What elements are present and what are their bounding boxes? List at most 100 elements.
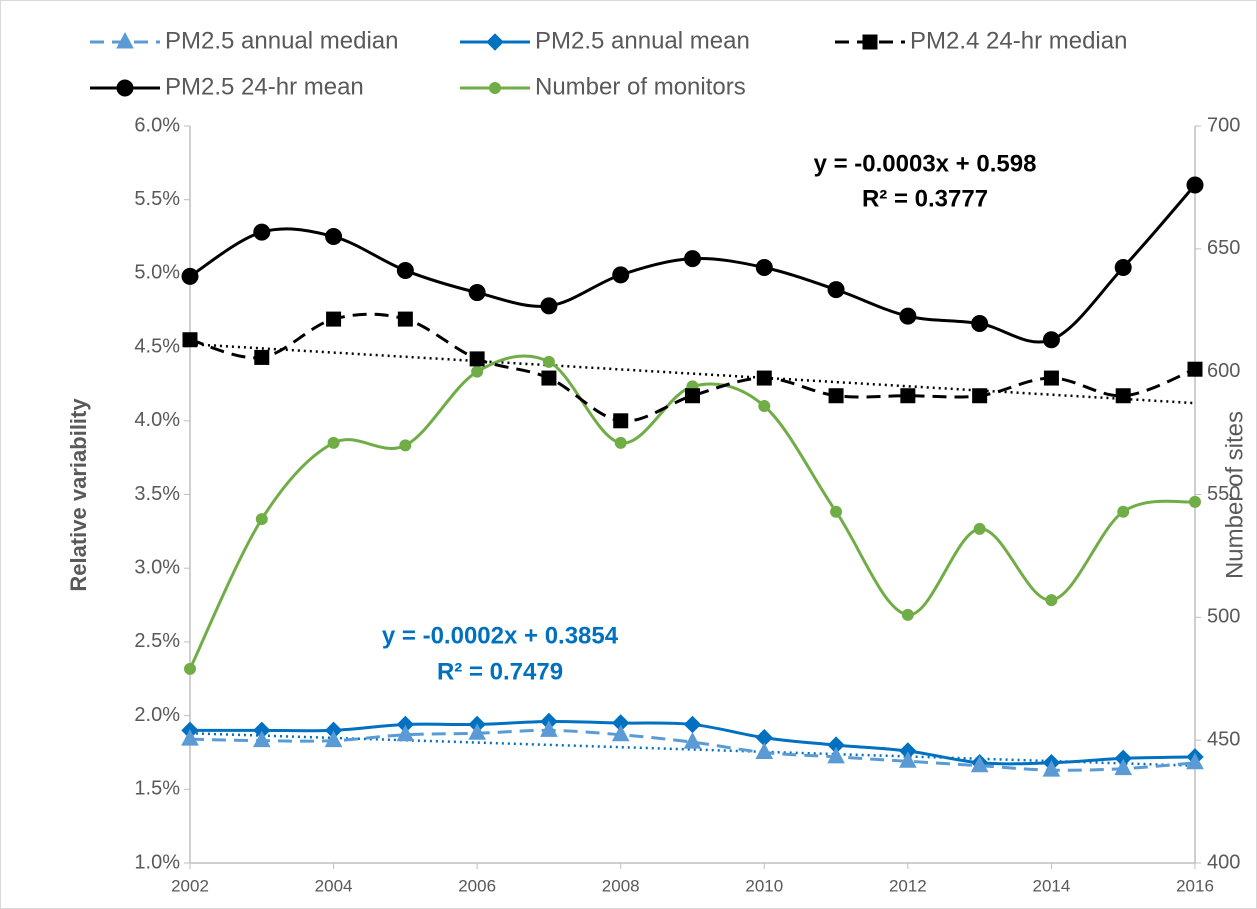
data-point — [1117, 505, 1130, 518]
series-line — [189, 312, 1196, 423]
legend-marker — [489, 82, 501, 94]
data-point — [541, 370, 557, 386]
y-tick-label: 5.5% — [134, 188, 180, 210]
x-tick-label: 2010 — [745, 876, 783, 895]
data-point — [540, 720, 558, 737]
y2-tick-label: 500 — [1207, 606, 1240, 628]
data-point — [325, 228, 343, 246]
data-point — [468, 723, 486, 740]
data-point — [827, 746, 845, 764]
data-point — [1043, 370, 1059, 386]
legend-marker — [116, 31, 134, 49]
data-point — [755, 742, 774, 759]
x-tick-label: 2004 — [315, 876, 353, 895]
data-point — [254, 349, 270, 365]
legend-label: PM2.5 annual median — [165, 27, 398, 54]
legend-label: PM2.5 24-hr mean — [165, 73, 364, 100]
x-tick-label: 2014 — [1033, 876, 1071, 895]
x-tick-label: 2008 — [602, 876, 640, 895]
trend-r-squared: R² = 0.7479 — [437, 658, 563, 685]
trend-equation: y = -0.0002x + 0.3854 — [382, 622, 619, 649]
legend-item: PM2.5 annual mean — [460, 27, 750, 54]
y-tick-label: 2.5% — [134, 630, 180, 652]
data-point — [253, 223, 271, 241]
data-point — [181, 267, 199, 285]
x-tick-label: 2016 — [1176, 876, 1214, 895]
data-point — [1186, 752, 1204, 770]
data-point — [830, 505, 843, 518]
data-point — [970, 755, 989, 773]
y-tick-label: 3.5% — [134, 483, 180, 505]
data-point — [326, 311, 342, 327]
data-point — [901, 608, 914, 621]
data-point — [971, 315, 989, 333]
data-point — [614, 436, 627, 449]
data-point — [756, 370, 772, 386]
y2-axis-label: Number of sites — [1221, 411, 1248, 579]
y-tick-label: 2.0% — [134, 704, 180, 726]
data-point — [1114, 758, 1133, 776]
data-point — [1189, 495, 1201, 508]
data-point — [755, 259, 773, 277]
data-point — [327, 436, 340, 449]
data-point — [184, 662, 196, 675]
data-point — [396, 724, 415, 742]
y2-tick-label: 400 — [1207, 851, 1240, 873]
y-tick-label: 3.0% — [134, 556, 180, 578]
data-point — [611, 724, 630, 742]
legend-marker — [486, 33, 504, 51]
legend-label: PM2.4 24-hr median — [910, 27, 1127, 54]
y-tick-label: 1.0% — [134, 851, 180, 873]
y-tick-label: 4.0% — [134, 409, 180, 431]
legend-item: PM2.5 24-hr mean — [90, 73, 364, 100]
series-line — [189, 728, 1196, 772]
data-point — [396, 261, 414, 279]
y-tick-label: 6.0% — [134, 114, 180, 136]
y2-tick-label: 600 — [1207, 360, 1240, 382]
data-point — [899, 307, 917, 325]
data-point — [182, 332, 198, 348]
data-point — [972, 388, 988, 404]
data-point — [1115, 388, 1131, 404]
data-point — [540, 297, 558, 315]
data-point — [399, 439, 412, 452]
x-tick-label: 2002 — [171, 876, 209, 895]
y-tick-label: 1.5% — [134, 778, 180, 800]
data-point — [252, 730, 271, 748]
legend-marker — [862, 34, 878, 50]
data-point — [1187, 361, 1203, 377]
data-point — [1114, 259, 1132, 277]
x-tick-label: 2012 — [889, 876, 927, 895]
trend-equation: y = -0.0003x + 0.598 — [814, 150, 1037, 177]
legend-item: Number of monitors — [460, 73, 746, 100]
data-point — [542, 355, 555, 368]
data-point — [973, 522, 986, 535]
y-tick-label: 5.0% — [134, 262, 180, 284]
data-point — [471, 365, 484, 378]
data-point — [1186, 176, 1204, 194]
data-point — [324, 730, 343, 748]
legend-marker — [116, 79, 134, 97]
data-point — [827, 281, 845, 299]
legend-item: PM2.4 24-hr median — [835, 27, 1127, 54]
data-point — [828, 388, 844, 404]
data-point — [255, 513, 268, 526]
data-point — [683, 732, 702, 749]
data-point — [181, 729, 199, 746]
data-point — [758, 400, 771, 413]
legend-label: PM2.5 annual mean — [535, 27, 750, 54]
data-point — [685, 388, 700, 404]
data-point — [900, 388, 916, 404]
data-point — [468, 284, 486, 302]
data-point — [1042, 760, 1061, 777]
x-tick-label: 2006 — [458, 876, 496, 895]
data-point — [899, 751, 917, 768]
data-point — [1042, 331, 1060, 349]
data-point — [1045, 594, 1058, 607]
y2-tick-label: 650 — [1207, 237, 1240, 259]
data-point — [613, 413, 629, 429]
legend-item: PM2.5 annual median — [90, 27, 398, 54]
y-axis-label: Relative variability — [66, 398, 91, 592]
